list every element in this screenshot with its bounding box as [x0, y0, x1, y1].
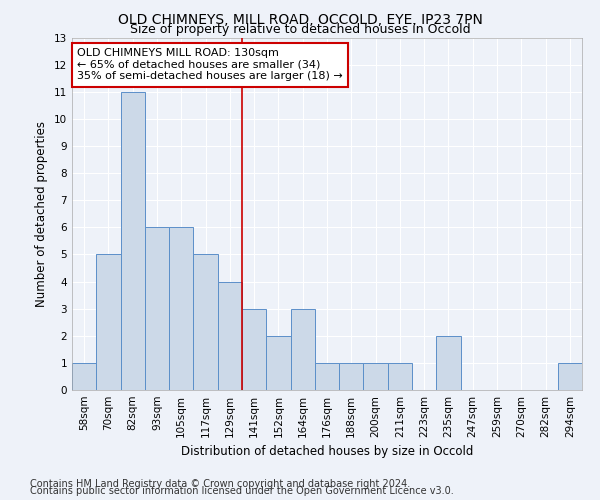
Bar	[339, 363, 364, 390]
Bar	[315, 363, 339, 390]
Bar	[169, 228, 193, 390]
Bar	[96, 254, 121, 390]
Text: OLD CHIMNEYS MILL ROAD: 130sqm
← 65% of detached houses are smaller (34)
35% of : OLD CHIMNEYS MILL ROAD: 130sqm ← 65% of …	[77, 48, 343, 82]
Text: Size of property relative to detached houses in Occold: Size of property relative to detached ho…	[130, 24, 470, 36]
Bar	[364, 363, 388, 390]
X-axis label: Distribution of detached houses by size in Occold: Distribution of detached houses by size …	[181, 446, 473, 458]
Text: Contains public sector information licensed under the Open Government Licence v3: Contains public sector information licen…	[30, 486, 454, 496]
Bar	[218, 282, 242, 390]
Bar	[436, 336, 461, 390]
Y-axis label: Number of detached properties: Number of detached properties	[35, 120, 49, 306]
Bar	[558, 363, 582, 390]
Bar	[290, 308, 315, 390]
Text: Contains HM Land Registry data © Crown copyright and database right 2024.: Contains HM Land Registry data © Crown c…	[30, 479, 410, 489]
Bar	[121, 92, 145, 390]
Bar	[145, 228, 169, 390]
Bar	[72, 363, 96, 390]
Bar	[242, 308, 266, 390]
Bar	[266, 336, 290, 390]
Bar	[388, 363, 412, 390]
Text: OLD CHIMNEYS, MILL ROAD, OCCOLD, EYE, IP23 7PN: OLD CHIMNEYS, MILL ROAD, OCCOLD, EYE, IP…	[118, 12, 482, 26]
Bar	[193, 254, 218, 390]
